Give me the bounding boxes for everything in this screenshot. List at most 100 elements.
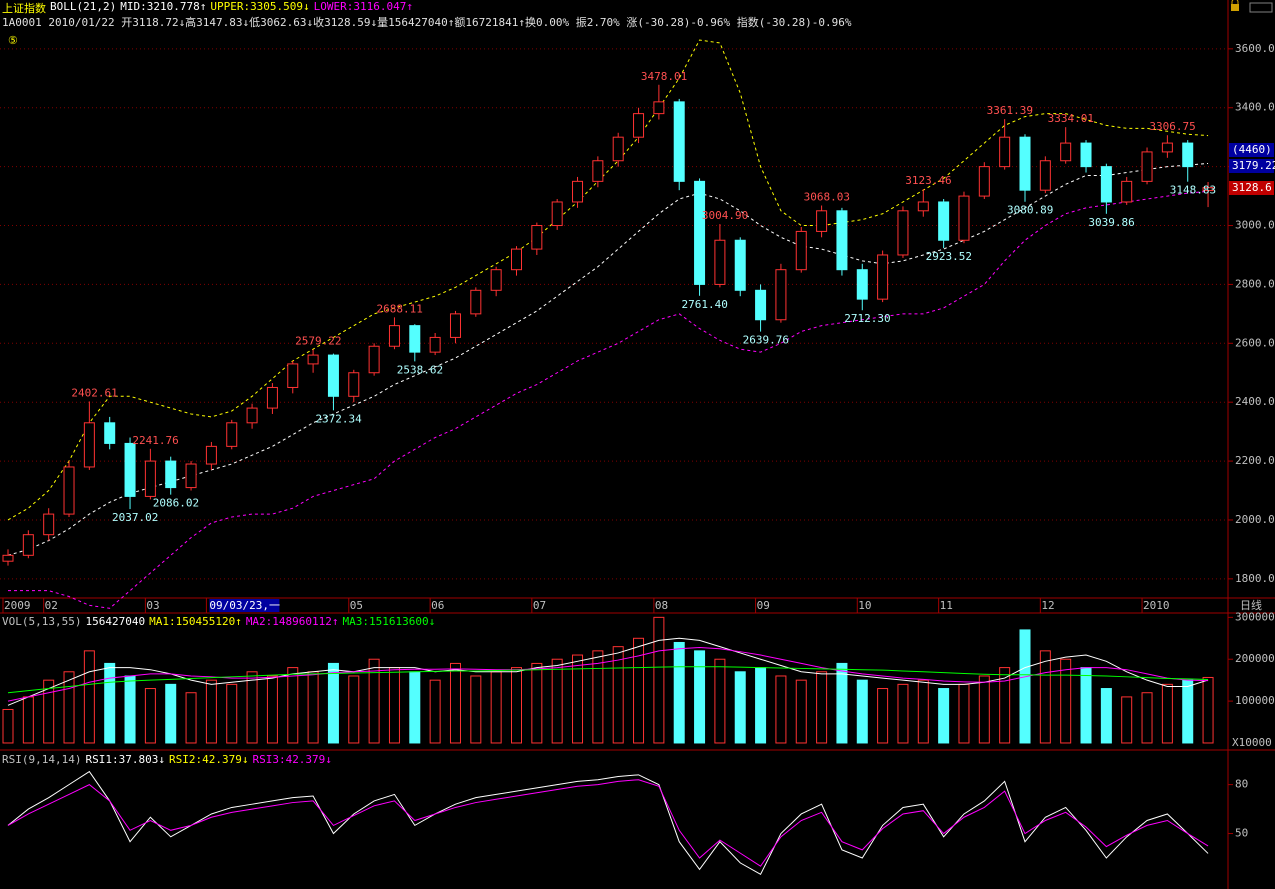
volume-bar [43, 679, 55, 744]
indicator-line [7, 39, 1209, 521]
candle-body [511, 248, 522, 271]
price-annotation: 2241.76 [132, 434, 178, 447]
y-tick-label: 2000.0 [1235, 513, 1275, 526]
volume-bar [185, 692, 197, 744]
candle-body [368, 345, 380, 374]
quote-info: 1A0001 2010/01/22 开3118.72↓高3147.83↓低306… [2, 16, 852, 29]
volume-bar [1100, 688, 1112, 744]
indicator-line [7, 637, 1209, 706]
candle-body [1121, 180, 1133, 203]
volume-bar [836, 662, 848, 744]
header-row: 上证指数 BOLL(21,2) MID:3210.778↑ UPPER:3305.… [2, 0, 413, 16]
volume-bar [714, 658, 726, 744]
volume-bar [694, 650, 706, 744]
y-tick-label: 3400.0 [1235, 101, 1275, 114]
legend-entry: MID:3210.778↑ [120, 0, 207, 13]
volume-bar [165, 683, 177, 744]
candle-body [307, 354, 319, 365]
x-tick-label: 2010 [1143, 599, 1170, 612]
volume-bar [612, 646, 624, 744]
price-annotation: 3068.03 [804, 190, 850, 203]
price-annotation: 2761.40 [682, 298, 728, 311]
price-badge-text: (4460) [1232, 143, 1272, 156]
volume-bar [1182, 679, 1194, 744]
price-annotation: 3306.75 [1149, 120, 1195, 133]
candle-body [1100, 166, 1112, 203]
volume-bar [22, 696, 34, 744]
candle-body [83, 422, 95, 468]
info-row: 1A0001 2010/01/22 开3118.72↓高3147.83↓低306… [2, 14, 851, 30]
candle-body [816, 210, 828, 232]
y-tick-label: 200000 [1235, 652, 1275, 665]
candle-body [470, 289, 482, 315]
period-label[interactable]: 日线 [1240, 598, 1262, 612]
volume-bar [307, 671, 319, 744]
legend-entry: LOWER:3116.047↑ [313, 0, 414, 13]
volume-bar [653, 616, 665, 744]
volume-legend: VOL(5,13,55) 156427040 MA1:150455120↑ MA2:1… [2, 615, 435, 628]
y-tick-label: 3600.0 [1235, 42, 1275, 55]
x-tick-label: 11 [940, 599, 953, 612]
volume-bar [2, 708, 14, 744]
candle-body [1202, 187, 1214, 192]
legend-entry: 156427040 [85, 615, 146, 628]
volume-bar [633, 637, 645, 744]
candle-body [653, 101, 665, 115]
volume-bar [1161, 683, 1173, 744]
volume-bar [1019, 629, 1031, 744]
candle-body [958, 195, 970, 241]
price-annotation: 3361.39 [987, 104, 1033, 117]
candle-body [897, 210, 909, 256]
price-annotation: 2402.61 [71, 386, 117, 399]
marker: ⑤ [8, 34, 18, 47]
candle-body [124, 442, 136, 497]
candle-body [144, 460, 156, 497]
legend: MID:3210.778↑ UPPER:3305.509↓ LOWER:3116.0… [120, 0, 413, 16]
volume-bar [1141, 692, 1153, 744]
candle-body [2, 554, 14, 562]
candle-body [1060, 142, 1072, 162]
price-annotation: 3478.01 [641, 70, 687, 83]
volume-bar [958, 683, 970, 744]
candle-body [43, 513, 55, 536]
volume-bar [449, 662, 461, 744]
candle-body [490, 269, 502, 291]
indicator-name: BOLL(21,2) [50, 0, 117, 13]
volume-bar [917, 679, 929, 744]
volume-bar [1080, 667, 1092, 744]
lock-body[interactable] [1231, 4, 1239, 11]
indicator-line [7, 770, 1209, 876]
candle-body [836, 210, 848, 271]
volume-bar [511, 667, 522, 744]
window-button[interactable] [1249, 2, 1273, 13]
volume-bar [409, 671, 421, 744]
candle-body [938, 201, 950, 241]
candle-body [572, 180, 584, 203]
y-tick-label: 3000.0 [1235, 219, 1275, 232]
candle-body [592, 160, 604, 182]
cursor-date-box [209, 599, 280, 612]
price-annotation: 2639.76 [743, 334, 789, 347]
price-annotation: 3148.83 [1170, 184, 1216, 197]
legend-entry: MA2:148960112↑ [245, 615, 339, 628]
volume-bar [592, 650, 604, 744]
legend-entry: RSI1:37.803↓ [85, 753, 165, 766]
x-tick-label: 06 [431, 599, 444, 612]
x-tick-label: 05 [350, 599, 363, 612]
candle-body [734, 239, 746, 291]
volume-bar [572, 654, 584, 744]
lock-shackle[interactable] [1231, 0, 1239, 4]
candle-body [1182, 142, 1194, 168]
candle-body [409, 325, 421, 353]
lock-icon[interactable] [1231, 0, 1273, 13]
candle-body [327, 354, 339, 397]
price-annotation: 2372.34 [315, 412, 362, 425]
candle-body [612, 136, 624, 162]
price-annotation: 3080.89 [1007, 204, 1053, 217]
indicator-line [7, 162, 1209, 556]
volume-bar [1060, 658, 1072, 744]
price-badge-text: 3128.6 [1232, 181, 1272, 194]
volume-bar [327, 662, 339, 744]
price-annotation: 3123.46 [905, 174, 951, 187]
